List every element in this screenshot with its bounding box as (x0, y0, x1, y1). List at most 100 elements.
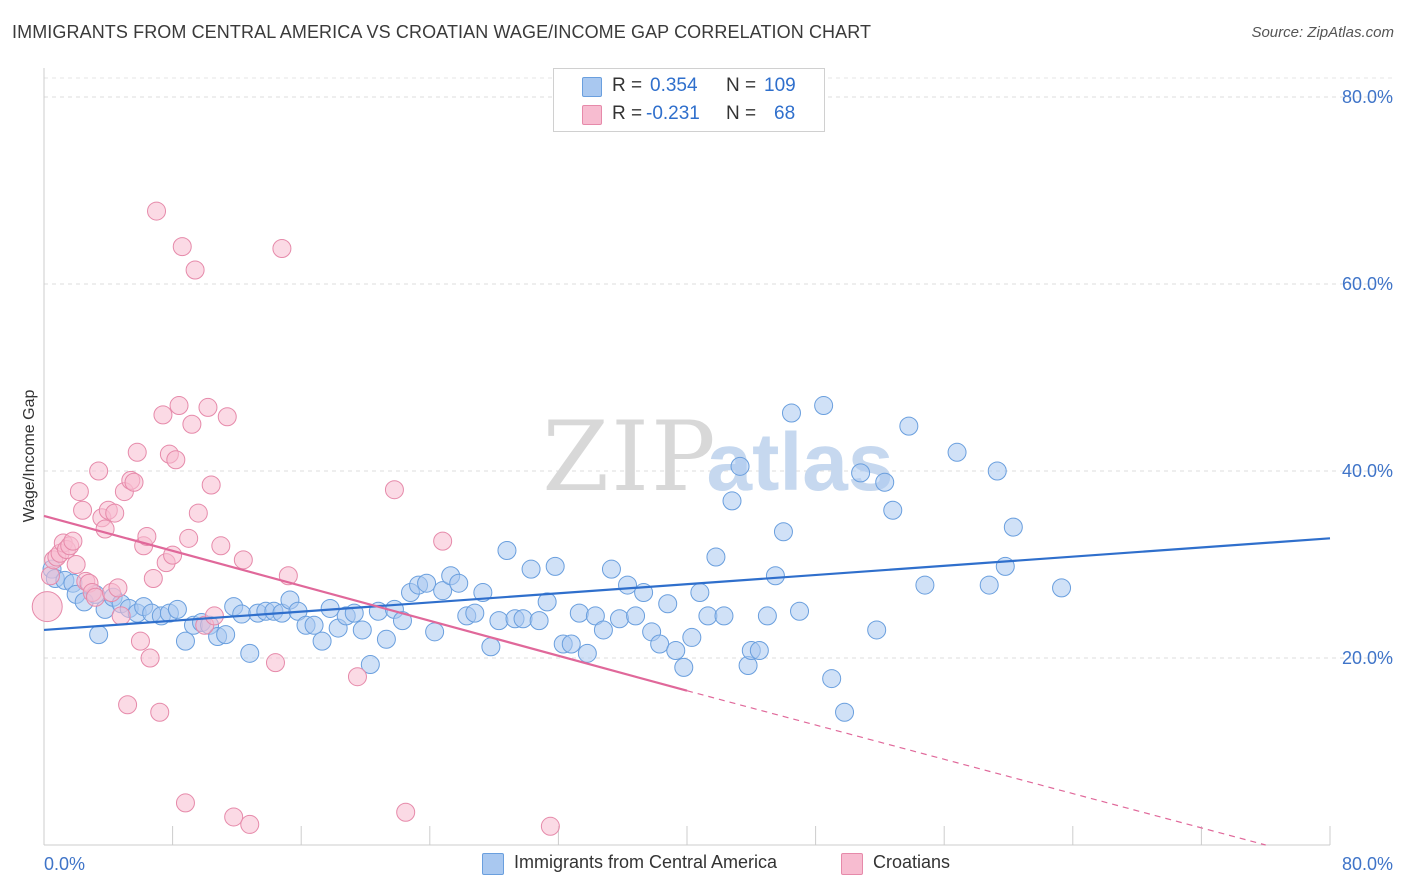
data-point (883, 500, 903, 520)
data-point (166, 450, 186, 470)
data-point (204, 606, 224, 626)
data-point (698, 606, 718, 626)
data-point (899, 416, 919, 436)
data-point (521, 559, 541, 579)
data-point (140, 648, 160, 668)
data-point (867, 620, 887, 640)
correlation-legend: R = 0.354 N = 109 R = -0.231 N = 68 (553, 68, 825, 132)
bottom-legend-label: Croatians (873, 852, 951, 872)
data-point (85, 587, 105, 607)
data-point (111, 606, 131, 626)
bottom-legend-label: Immigrants from Central America (514, 852, 778, 872)
data-point (392, 611, 412, 631)
legend-r-value: 0.354 (650, 75, 698, 96)
data-point (433, 531, 453, 551)
data-point (851, 463, 871, 483)
data-point (312, 631, 332, 651)
data-point (130, 631, 150, 651)
data-point (513, 609, 533, 629)
data-point (540, 816, 560, 836)
trend-line (43, 514, 688, 692)
data-point (915, 575, 935, 595)
data-point (137, 526, 157, 546)
data-point (265, 653, 285, 673)
data-point (561, 634, 581, 654)
y-tick-label: 40.0% (1342, 461, 1393, 481)
legend-r-label: R = (612, 103, 643, 124)
trend-line (43, 537, 1331, 632)
data-point (1052, 578, 1072, 598)
data-point (706, 547, 726, 567)
data-point (232, 604, 252, 624)
legend-swatch-croatians (582, 105, 602, 125)
data-point (781, 403, 801, 423)
data-point (240, 814, 260, 834)
data-point (497, 540, 517, 560)
legend-n-value: 68 (774, 103, 796, 124)
legend-n-value: 109 (764, 75, 796, 96)
data-point (63, 531, 83, 551)
data-point (147, 201, 167, 221)
data-point (481, 637, 501, 657)
data-point (577, 643, 597, 663)
data-point (69, 482, 89, 502)
data-point (593, 620, 613, 640)
data-point (217, 407, 237, 427)
data-point (89, 461, 109, 481)
watermark: ZIP atlas (542, 401, 893, 513)
tick-labels: 20.0% 40.0% 60.0% 80.0% 0.0% 80.0% (44, 87, 1393, 874)
data-point (433, 581, 453, 601)
legend-row-croatians: R = -0.231 N = 68 (554, 100, 824, 128)
data-point (150, 702, 170, 722)
legend-n-label: N = (726, 75, 757, 96)
data-point (185, 260, 205, 280)
data-point (198, 397, 218, 417)
legend-n-label: N = (726, 103, 757, 124)
data-point (529, 611, 549, 631)
data-point (765, 566, 785, 586)
x-tick-label: 0.0% (44, 854, 85, 874)
data-point (773, 522, 793, 542)
data-point (31, 591, 63, 623)
data-point (240, 643, 260, 663)
y-tick-label: 80.0% (1342, 87, 1393, 107)
data-point (172, 237, 192, 257)
data-point (690, 583, 710, 603)
data-point (658, 594, 678, 614)
data-point (609, 609, 629, 629)
data-point (73, 500, 93, 520)
data-point (376, 629, 396, 649)
data-point (875, 472, 895, 492)
data-point (545, 556, 565, 576)
legend-swatch-central-america (582, 77, 602, 97)
data-point (1003, 517, 1023, 537)
data-point (626, 606, 646, 626)
watermark-zip: ZIP (542, 401, 717, 513)
data-point (211, 536, 231, 556)
data-point (153, 405, 173, 425)
data-point (749, 641, 769, 661)
legend-r-label: R = (612, 75, 643, 96)
data-point (233, 550, 253, 570)
data-point (169, 396, 189, 416)
data-point (108, 578, 128, 598)
data-point (650, 634, 670, 654)
data-point (537, 592, 557, 612)
data-point (396, 802, 416, 822)
data-point (127, 442, 147, 462)
trend-lines (43, 514, 1331, 846)
trend-line-extension (686, 690, 1266, 846)
data-point (201, 475, 221, 495)
data-point (947, 442, 967, 462)
data-point (822, 669, 842, 689)
x-tick-label: 80.0% (1342, 854, 1393, 874)
data-point (118, 695, 138, 715)
data-point (360, 655, 380, 675)
data-point (714, 606, 734, 626)
data-point (682, 627, 702, 647)
data-point (182, 414, 202, 434)
data-point (384, 480, 404, 500)
data-point (449, 573, 469, 593)
y-tick-label: 60.0% (1342, 274, 1393, 294)
legend-r-value: -0.231 (646, 103, 700, 124)
